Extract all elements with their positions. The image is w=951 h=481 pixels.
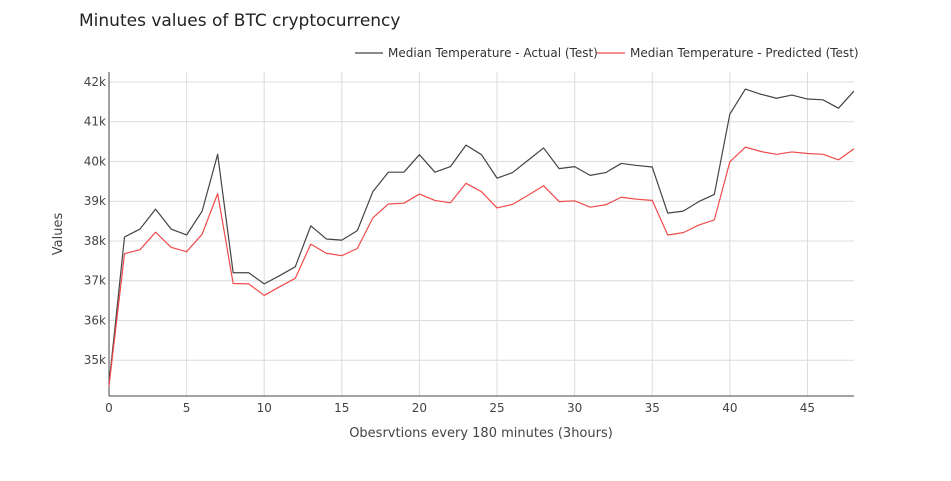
x-tick-label-20: 20 bbox=[412, 401, 427, 415]
grid-lines bbox=[108, 72, 854, 396]
x-tick-label-10: 10 bbox=[257, 401, 272, 415]
y-tick-label-4: 39k bbox=[84, 194, 106, 208]
series-line-actual bbox=[108, 88, 855, 385]
y-tick-label-0: 35k bbox=[84, 353, 106, 367]
x-tick-label-35: 35 bbox=[645, 401, 660, 415]
axes bbox=[108, 72, 854, 397]
x-tick-label-30: 30 bbox=[567, 401, 582, 415]
x-tick-label-5: 5 bbox=[183, 401, 191, 415]
y-tick-label-1: 36k bbox=[84, 313, 106, 327]
x-axis-label: Obesrvtions every 180 minutes (3hours) bbox=[349, 426, 613, 441]
series-line-predicted bbox=[108, 146, 855, 387]
x-tick-label-0: 0 bbox=[105, 401, 113, 415]
y-tick-label-5: 40k bbox=[84, 154, 106, 168]
y-tick-label-3: 38k bbox=[84, 234, 106, 248]
legend-item-predicted[interactable]: Median Temperature - Predicted (Test) bbox=[597, 46, 859, 60]
x-tick-label-45: 45 bbox=[800, 401, 815, 415]
legend[interactable]: Median Temperature - Actual (Test) Media… bbox=[355, 46, 859, 60]
chart-title: Minutes values of BTC cryptocurrency bbox=[79, 11, 400, 31]
y-axis-label: Values bbox=[51, 213, 66, 256]
legend-item-actual[interactable]: Median Temperature - Actual (Test) bbox=[355, 46, 598, 60]
x-tick-label-40: 40 bbox=[722, 401, 737, 415]
legend-label-actual: Median Temperature - Actual (Test) bbox=[388, 46, 598, 60]
y-tick-label-6: 41k bbox=[84, 115, 106, 129]
legend-label-predicted: Median Temperature - Predicted (Test) bbox=[630, 46, 859, 60]
y-tick-label-2: 37k bbox=[84, 274, 106, 288]
x-tick-label-25: 25 bbox=[489, 401, 504, 415]
x-tick-label-15: 15 bbox=[334, 401, 349, 415]
tick-labels: 0 5 10 15 20 25 30 35 40 45 35k 36k 37k 38k 39k 40k 41k 4… bbox=[84, 75, 815, 415]
y-tick-label-7: 42k bbox=[84, 75, 106, 89]
series-layer bbox=[108, 88, 855, 387]
